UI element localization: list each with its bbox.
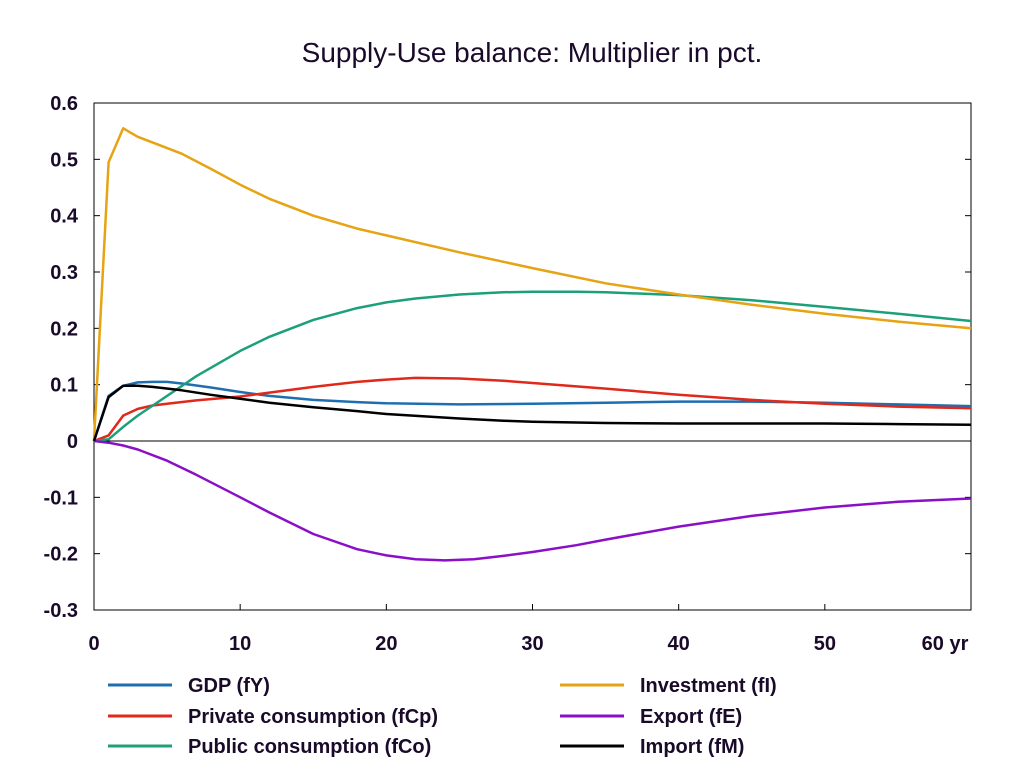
legend-label: Investment (fI) [640, 675, 777, 697]
legend-label: Public consumption (fCo) [188, 736, 431, 758]
series-line [92, 384, 972, 442]
series-line [93, 290, 972, 443]
y-tick-label: -0.3 [44, 600, 78, 622]
legend: GDP (fY) Private consumption (fCp) Public … [108, 675, 777, 758]
x-tick-label: 60 yr [922, 633, 969, 655]
x-tick-label: 20 [375, 633, 397, 655]
chart-title: Supply-Use balance: Multiplier in pct. [302, 37, 763, 68]
x-tick-label: 10 [229, 633, 251, 655]
series-line [93, 439, 972, 562]
y-axis: -0.3 -0.2 -0.1 0 0.1 0.2 0.3 0.4 0.5 0.6 [44, 93, 971, 622]
plot-frame [93, 102, 972, 611]
x-tick-label: 40 [668, 633, 690, 655]
y-tick-label: 0.3 [50, 262, 78, 284]
x-axis: 0 10 20 30 40 50 60 yr [88, 604, 972, 655]
series-line [93, 376, 972, 443]
plot-area [93, 102, 972, 611]
series-layer [92, 127, 972, 562]
series-line [92, 127, 972, 442]
y-tick-label: 0.1 [50, 375, 78, 397]
y-tick-label: 0.5 [50, 149, 78, 171]
legend-label: GDP (fY) [188, 675, 270, 697]
y-tick-label: -0.2 [44, 544, 78, 566]
y-tick-label: 0 [67, 431, 78, 453]
legend-label: Private consumption (fCp) [188, 706, 438, 728]
y-tick-label: 0.2 [50, 318, 78, 340]
y-tick-label: -0.1 [44, 487, 78, 509]
x-tick-label: 0 [88, 633, 99, 655]
x-tick-label: 30 [521, 633, 543, 655]
y-tick-label: 0.4 [50, 206, 79, 228]
legend-label: Export (fE) [640, 706, 742, 728]
x-tick-label: 50 [814, 633, 836, 655]
legend-label: Import (fM) [640, 736, 744, 758]
series-line [92, 380, 972, 442]
y-tick-label: 0.6 [50, 93, 78, 115]
